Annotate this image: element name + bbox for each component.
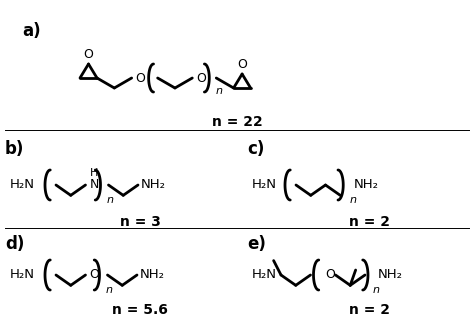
Text: n: n — [215, 86, 222, 96]
Text: O: O — [90, 269, 100, 281]
Text: n = 22: n = 22 — [211, 115, 263, 129]
Text: H₂N: H₂N — [10, 179, 35, 191]
Text: NH₂: NH₂ — [141, 179, 166, 191]
Text: O: O — [136, 71, 146, 85]
Text: c): c) — [247, 140, 264, 158]
Text: H₂N: H₂N — [10, 269, 35, 281]
Text: NH₂: NH₂ — [354, 179, 379, 191]
Text: b): b) — [5, 140, 24, 158]
Text: n: n — [106, 285, 112, 295]
Text: a): a) — [22, 22, 41, 40]
Text: d): d) — [5, 235, 24, 253]
Text: n: n — [349, 195, 356, 205]
Text: n = 2: n = 2 — [349, 215, 391, 229]
Text: n: n — [107, 195, 113, 205]
Text: H₂N: H₂N — [252, 269, 277, 281]
Text: O: O — [83, 48, 93, 61]
Text: O: O — [196, 71, 206, 85]
Text: n = 5.6: n = 5.6 — [112, 303, 168, 317]
Text: O: O — [326, 269, 336, 281]
Text: H: H — [90, 168, 98, 178]
Text: e): e) — [247, 235, 266, 253]
Text: H₂N: H₂N — [252, 179, 277, 191]
Text: n: n — [373, 285, 380, 295]
Text: NH₂: NH₂ — [378, 269, 403, 281]
Text: n = 2: n = 2 — [349, 303, 391, 317]
Text: O: O — [237, 58, 247, 71]
Text: N: N — [90, 179, 99, 191]
Text: NH₂: NH₂ — [140, 269, 165, 281]
Text: n = 3: n = 3 — [119, 215, 160, 229]
